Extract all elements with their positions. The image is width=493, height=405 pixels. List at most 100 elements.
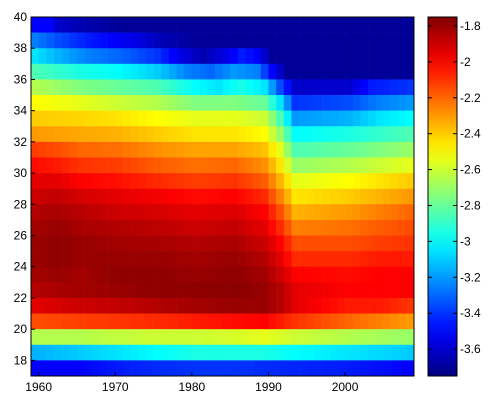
heatmap-cell: [138, 63, 147, 80]
heatmap-cell: [214, 126, 223, 143]
y-tick-label: 20: [14, 322, 28, 336]
heatmap-cell: [360, 17, 369, 33]
heatmap-cell: [145, 32, 154, 49]
heatmap-cell: [383, 141, 392, 158]
heatmap-cell: [191, 344, 200, 361]
heatmap-cell: [46, 282, 55, 299]
heatmap-cell: [176, 17, 185, 33]
heatmap-cell: [368, 173, 376, 189]
heatmap-cell: [122, 282, 131, 299]
heatmap-cell: [199, 204, 208, 221]
heatmap-cell: [345, 360, 354, 377]
heatmap-cell: [230, 297, 239, 314]
heatmap-cell: [299, 79, 308, 96]
heatmap-cell: [115, 360, 124, 377]
heatmap-cell: [38, 313, 47, 330]
heatmap-cell: [184, 297, 193, 314]
heatmap-cell: [92, 126, 101, 143]
heatmap-cell: [314, 282, 323, 299]
heatmap-cell: [161, 282, 170, 299]
heatmap-cell: [360, 297, 369, 314]
heatmap-cell: [314, 48, 323, 65]
heatmap-cell: [53, 219, 62, 236]
heatmap-cell: [306, 360, 315, 377]
heatmap-cell: [375, 110, 384, 127]
heatmap-cell: [145, 329, 154, 346]
heatmap-cell: [391, 204, 399, 221]
heatmap-cell: [31, 32, 39, 49]
heatmap-cell: [314, 344, 323, 361]
heatmap-cell: [222, 251, 231, 268]
heatmap-cell: [391, 79, 399, 96]
heatmap-cell: [145, 95, 154, 111]
heatmap-cell: [153, 79, 162, 96]
heatmap-cell: [406, 329, 415, 346]
heatmap-cell: [291, 157, 300, 174]
heatmap-cell: [237, 251, 246, 268]
heatmap-cell: [53, 79, 62, 96]
heatmap-cell: [245, 157, 254, 174]
heatmap-cell: [230, 157, 239, 174]
heatmap-cell: [61, 329, 70, 346]
heatmap-cell: [168, 173, 177, 189]
heatmap-cell: [314, 266, 323, 283]
heatmap-cell: [237, 188, 246, 205]
heatmap-cell: [291, 251, 300, 268]
heatmap-cell: [199, 235, 208, 252]
heatmap-cell: [176, 204, 185, 221]
heatmap-cell: [222, 79, 231, 96]
heatmap-cell: [245, 17, 254, 33]
heatmap-cell: [329, 266, 338, 283]
heatmap-cell: [329, 344, 338, 361]
heatmap-cell: [138, 110, 147, 127]
heatmap-cell: [99, 360, 108, 377]
heatmap-cell: [398, 282, 407, 299]
heatmap-cell: [207, 95, 216, 111]
heatmap-cell: [245, 344, 254, 361]
heatmap-cell: [222, 360, 231, 377]
heatmap-cell: [69, 173, 78, 189]
heatmap-cell: [61, 63, 70, 80]
heatmap-cell: [237, 297, 246, 314]
heatmap-cell: [122, 48, 131, 65]
heatmap-cell: [138, 188, 147, 205]
heatmap-cell: [360, 79, 369, 96]
heatmap-cell: [230, 266, 239, 283]
heatmap-cell: [383, 95, 392, 111]
heatmap-cell: [322, 235, 331, 252]
heatmap-cell: [237, 329, 246, 346]
heatmap-cell: [38, 79, 47, 96]
heatmap-cell: [337, 63, 346, 80]
heatmap-cell: [306, 141, 315, 158]
heatmap-cell: [138, 266, 147, 283]
heatmap-cell: [322, 79, 331, 96]
heatmap-cell: [337, 282, 346, 299]
y-tick-label: 40: [14, 10, 28, 24]
heatmap-cell: [360, 204, 369, 221]
heatmap-cell: [199, 110, 208, 127]
heatmap-cell: [107, 282, 116, 299]
heatmap-cell: [375, 204, 384, 221]
heatmap-cell: [199, 282, 208, 299]
heatmap-cell: [168, 32, 177, 49]
heatmap-cell: [191, 48, 200, 65]
heatmap-cell: [107, 297, 116, 314]
heatmap-cell: [383, 126, 392, 143]
heatmap-cell: [138, 204, 147, 221]
heatmap-cell: [92, 32, 101, 49]
heatmap-cell: [268, 313, 277, 330]
heatmap-cell: [245, 266, 254, 283]
heatmap-cell: [391, 360, 399, 377]
heatmap-cell: [168, 17, 177, 33]
heatmap-cell: [283, 251, 292, 268]
heatmap-cell: [322, 141, 331, 158]
heatmap-cell: [31, 219, 39, 236]
heatmap-cell: [84, 141, 93, 158]
heatmap-cell: [38, 188, 47, 205]
heatmap-cell: [391, 329, 399, 346]
heatmap-cell: [176, 32, 185, 49]
heatmap-cell: [69, 360, 78, 377]
heatmap-cell: [138, 360, 147, 377]
heatmap-cell: [237, 173, 246, 189]
heatmap-cell: [314, 251, 323, 268]
